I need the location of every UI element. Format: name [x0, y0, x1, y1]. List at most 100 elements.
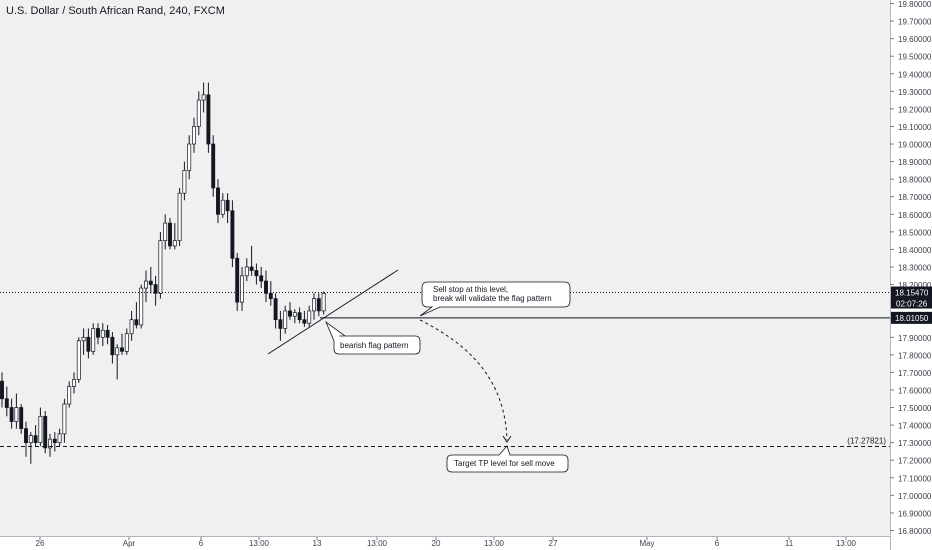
candle — [187, 135, 192, 180]
candle-body — [81, 336, 86, 342]
candle — [134, 302, 139, 329]
y-tick-label: 17.40000 — [898, 422, 932, 431]
y-tick-label: 19.50000 — [898, 53, 932, 62]
candle-body — [67, 386, 72, 405]
plot-area[interactable] — [0, 0, 890, 536]
candle-body — [302, 319, 307, 324]
candle-series — [0, 82, 326, 464]
candle-body — [187, 143, 192, 171]
y-tick-label: 18.80000 — [898, 176, 932, 185]
y-tick-label: 17.50000 — [898, 404, 932, 413]
y-tick-label: 17.90000 — [898, 334, 932, 343]
candle — [144, 270, 148, 303]
callout-text: Target TP level for sell move — [454, 459, 555, 468]
y-tick-label: 17.10000 — [898, 474, 932, 483]
sell-stop-callout[interactable]: Sell stop at this level,break will valid… — [419, 281, 571, 317]
candle — [0, 372, 4, 408]
candle — [28, 432, 33, 464]
y-tick-label: 18.60000 — [898, 211, 932, 220]
y-tick-label: 17.20000 — [898, 457, 932, 466]
flag-trend-line[interactable] — [267, 269, 399, 355]
callout-box — [325, 320, 421, 355]
x-tick-label: 20 — [432, 539, 441, 548]
candle — [278, 310, 283, 341]
candle-body — [19, 407, 24, 429]
projection-arrowhead — [502, 435, 512, 443]
x-tick-label: 13:00 — [249, 539, 270, 548]
candle — [244, 258, 249, 282]
current-price-value: 18.15470 — [895, 289, 929, 298]
flag-callout[interactable]: bearish flag pattern — [325, 320, 421, 355]
candle — [249, 245, 254, 276]
y-tick-label: 17.30000 — [898, 439, 932, 448]
y-tick-label: 16.90000 — [898, 509, 932, 518]
candle — [201, 82, 206, 113]
candle — [268, 281, 273, 306]
candle-body — [278, 319, 283, 329]
candle-body — [72, 379, 76, 387]
countdown-tag — [891, 297, 932, 309]
candle-body — [28, 435, 33, 444]
candle-body — [307, 310, 312, 324]
candle-body — [220, 199, 225, 215]
candle-body — [62, 403, 67, 435]
candle-body — [216, 187, 220, 215]
candle — [177, 187, 182, 246]
y-tick-label: 18.30000 — [898, 264, 932, 273]
candle — [115, 344, 120, 380]
x-tick-label: 27 — [549, 539, 558, 548]
candle-body — [240, 275, 244, 303]
candle-body — [225, 199, 230, 212]
x-tick-label: 13:00 — [484, 539, 505, 548]
candle-body — [144, 280, 148, 289]
candle-body — [100, 329, 105, 338]
x-tick-label: May — [639, 539, 654, 548]
candle — [33, 425, 38, 447]
callout-text: bearish flag pattern — [340, 341, 409, 350]
candle — [110, 331, 115, 364]
callout-text: break will validate the flag pattern — [433, 294, 552, 303]
candle-body — [120, 347, 124, 352]
candle-body — [201, 94, 206, 101]
candle — [235, 252, 240, 311]
candle — [105, 324, 110, 345]
candle-body — [4, 398, 9, 408]
candle — [76, 337, 81, 383]
candle — [297, 307, 302, 324]
price-labels: 18.15470 02:07:26 18.01050 — [891, 286, 932, 324]
projection-arrow — [419, 319, 508, 441]
callout-box — [419, 281, 571, 317]
candle-body — [297, 312, 302, 321]
candle-body — [211, 143, 216, 189]
candle-body — [168, 222, 172, 247]
y-tick-label: 19.20000 — [898, 105, 932, 114]
candle-body — [254, 270, 259, 277]
sell-stop-tag — [891, 311, 932, 324]
candle — [19, 404, 24, 434]
countdown-value: 02:07:26 — [896, 300, 928, 309]
time-axis: 26 Apr 6 13:00 13 13:00 20 13:00 27 May 6 11 13:00 — [36, 536, 857, 548]
y-tick-label: 16.80000 — [898, 527, 932, 536]
candle — [72, 372, 76, 394]
candle-body — [283, 310, 288, 329]
candle-body — [52, 438, 57, 444]
candle — [254, 263, 259, 285]
candle — [124, 328, 129, 355]
y-tick-label: 18.90000 — [898, 158, 932, 167]
candle — [168, 217, 172, 250]
candle-body — [91, 328, 96, 352]
candle-body — [48, 438, 52, 449]
y-tick-label: 19.80000 — [898, 0, 932, 9]
y-tick-label: 19.60000 — [898, 35, 932, 44]
candle-body — [129, 319, 134, 335]
candle-body — [115, 347, 120, 356]
candle-body — [86, 336, 91, 352]
y-tick-label: 19.30000 — [898, 88, 932, 97]
candle-body — [192, 126, 196, 145]
candle-body — [43, 415, 48, 449]
candle-body — [273, 298, 278, 321]
candle-body — [235, 257, 240, 303]
candle — [4, 386, 9, 417]
target-callout[interactable]: Target TP level for sell move — [446, 445, 569, 473]
